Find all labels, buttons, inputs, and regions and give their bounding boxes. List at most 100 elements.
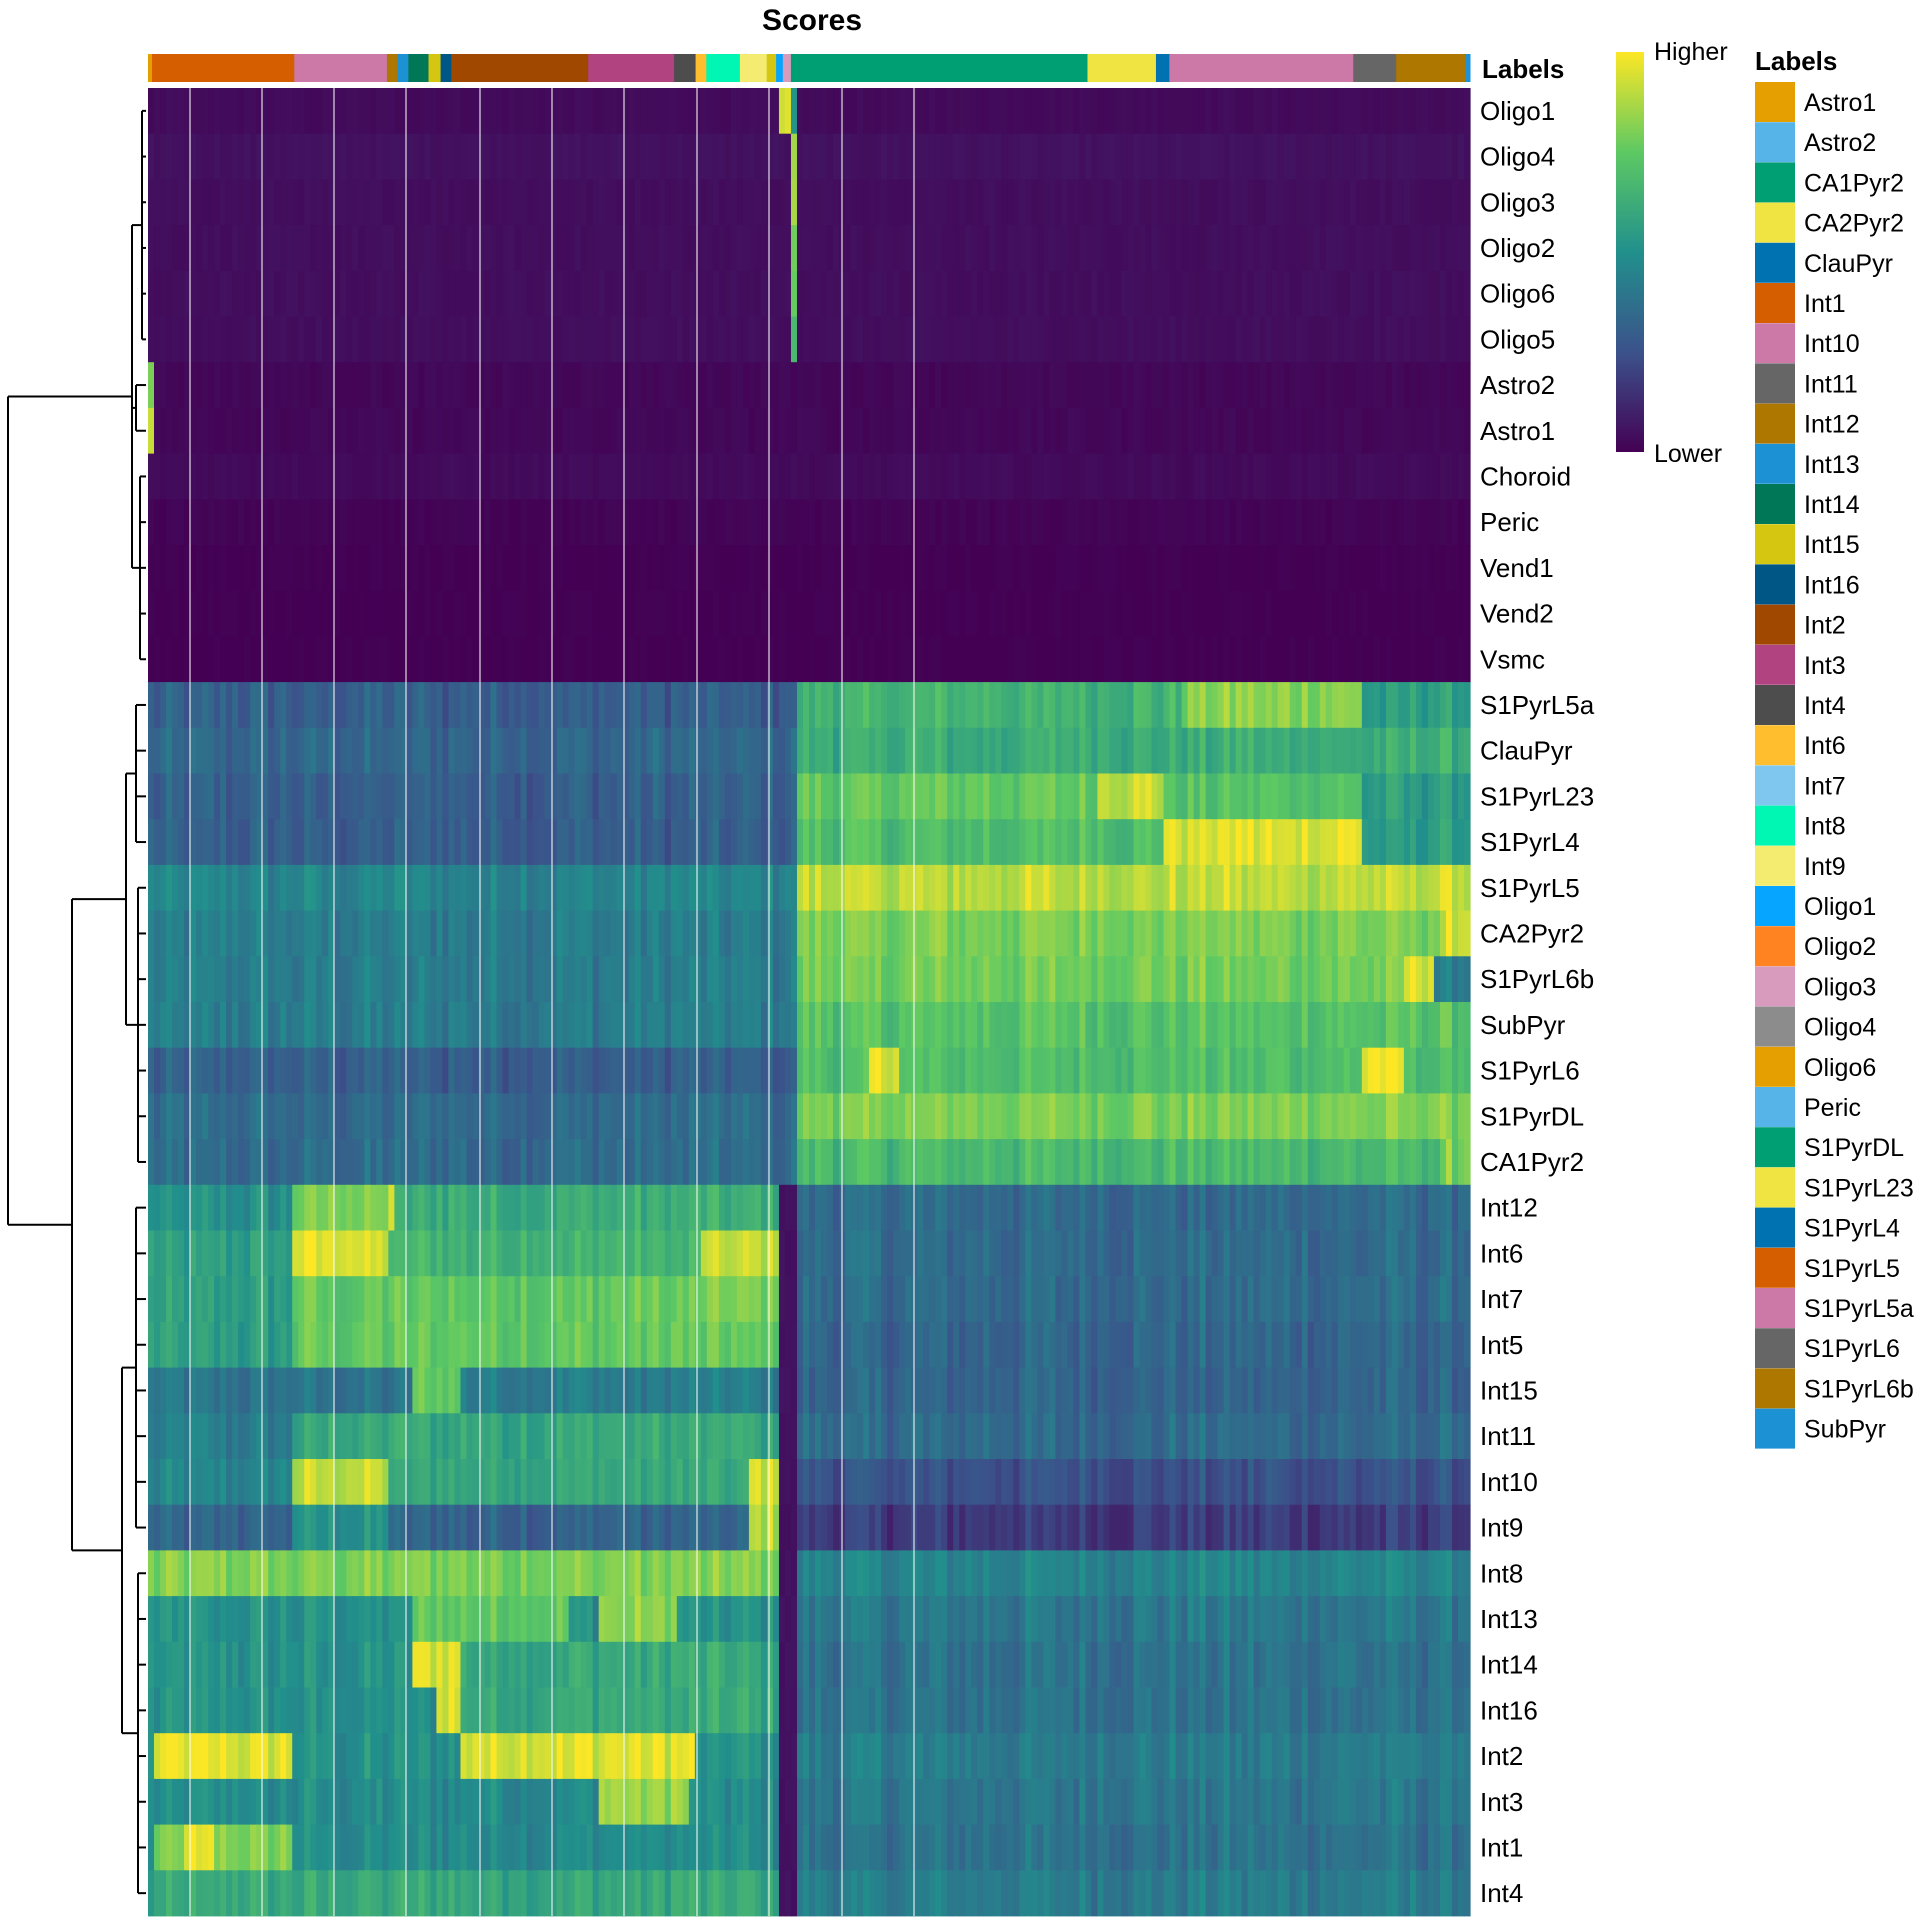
- heatmap-cell: [1337, 407, 1345, 454]
- heatmap-cell: [1169, 956, 1177, 1003]
- heatmap-cell: [238, 362, 245, 409]
- heatmap-cell: [556, 499, 564, 546]
- heatmap-cell: [1319, 773, 1327, 820]
- heatmap-cell: [544, 270, 552, 317]
- heatmap-cell: [971, 362, 978, 409]
- heatmap-cell: [1253, 590, 1261, 637]
- heatmap-cell: [514, 864, 522, 911]
- heatmap-cell: [983, 956, 990, 1003]
- heatmap-cell: [598, 133, 606, 180]
- heatmap-cell: [923, 590, 930, 637]
- heatmap-cell: [622, 590, 630, 637]
- heatmap-cell: [718, 1047, 726, 1094]
- heatmap-cell: [346, 727, 353, 774]
- heatmap-cell: [1175, 362, 1183, 409]
- heatmap-cell: [1211, 453, 1219, 500]
- heatmap-cell: [256, 1002, 263, 1049]
- heatmap-cell: [592, 636, 600, 683]
- heatmap-cell: [1289, 727, 1297, 774]
- heatmap-cell: [1427, 864, 1435, 911]
- heatmap-cell: [1175, 453, 1183, 500]
- heatmap-cell: [1307, 225, 1315, 272]
- heatmap-cell: [292, 727, 299, 774]
- heatmap-cell: [394, 499, 401, 546]
- heatmap-cell: [845, 316, 852, 363]
- heatmap-cell: [502, 1002, 510, 1049]
- heatmap-cell: [430, 88, 438, 135]
- heatmap-cell: [352, 636, 359, 683]
- heatmap-cell: [1229, 407, 1237, 454]
- heatmap-cell: [514, 179, 522, 226]
- heatmap-cell: [863, 1002, 870, 1049]
- heatmap-cell: [178, 179, 185, 226]
- heatmap-cell: [1415, 270, 1423, 317]
- heatmap-cell: [766, 956, 774, 1003]
- heatmap-cell: [1433, 773, 1441, 820]
- heatmap-cell: [1265, 407, 1273, 454]
- heatmap-cell: [166, 773, 173, 820]
- heatmap-cell: [208, 133, 215, 180]
- heatmap-cell: [250, 819, 257, 866]
- heatmap-cell: [364, 179, 371, 226]
- heatmap-cell: [238, 773, 245, 820]
- heatmap-cell: [250, 88, 257, 135]
- heatmap-cell: [1349, 225, 1357, 272]
- heatmap-cell: [160, 316, 167, 363]
- heatmap-cell: [688, 1047, 696, 1094]
- heatmap-cell: [1217, 453, 1225, 500]
- heatmap-cell: [851, 545, 858, 592]
- heatmap-cell: [1169, 1002, 1177, 1049]
- heatmap-cell: [1211, 910, 1219, 957]
- heatmap-row-oligo1: [148, 88, 1471, 135]
- heatmap-cell: [730, 727, 738, 774]
- heatmap-cell: [346, 819, 353, 866]
- heatmap-cell: [370, 499, 377, 546]
- heatmap-cell: [1151, 910, 1159, 957]
- heatmap-cell: [1295, 545, 1303, 592]
- heatmap-cell: [971, 956, 978, 1003]
- heatmap-cell: [166, 499, 173, 546]
- heatmap-cell: [712, 270, 720, 317]
- heatmap-cell: [821, 362, 828, 409]
- heatmap-cell: [833, 910, 840, 957]
- heatmap-cell: [502, 1047, 510, 1094]
- heatmap-cell: [802, 956, 810, 1003]
- heatmap-cell: [748, 819, 756, 866]
- heatmap-cell: [821, 956, 828, 1003]
- heatmap-cell: [1265, 636, 1273, 683]
- heatmap-cell: [730, 864, 738, 911]
- heatmap-cell: [1199, 545, 1207, 592]
- heatmap-cell: [394, 727, 401, 774]
- heatmap-cell: [989, 727, 996, 774]
- heatmap-cell: [821, 864, 828, 911]
- heatmap-cell: [766, 453, 774, 500]
- heatmap-cell: [640, 956, 648, 1003]
- heatmap-cell: [244, 270, 251, 317]
- heatmap-cell: [652, 910, 660, 957]
- heatmap-cell: [1307, 773, 1315, 820]
- heatmap-cell: [328, 910, 335, 957]
- heatmap-cell: [754, 545, 762, 592]
- heatmap-cell: [1061, 133, 1068, 180]
- heatmap-cell: [1397, 362, 1405, 409]
- heatmap-cell: [514, 910, 522, 957]
- heatmap-cell: [1349, 590, 1357, 637]
- heatmap-cell: [863, 407, 870, 454]
- heatmap-cell: [821, 1047, 828, 1094]
- heatmap-cell: [436, 225, 444, 272]
- heatmap-cell: [628, 590, 636, 637]
- heatmap-cell: [622, 773, 630, 820]
- heatmap-cell: [1319, 225, 1327, 272]
- heatmap-cell: [658, 499, 666, 546]
- heatmap-cell: [676, 910, 684, 957]
- heatmap-cell: [340, 179, 347, 226]
- heatmap-cell: [382, 407, 389, 454]
- heatmap-cell: [604, 1002, 612, 1049]
- heatmap-cell: [965, 727, 972, 774]
- heatmap-cell: [1367, 316, 1375, 363]
- heatmap-cell: [664, 864, 672, 911]
- heatmap-cell: [790, 270, 798, 317]
- heatmap-cell: [166, 453, 173, 500]
- heatmap-cell: [1097, 499, 1105, 546]
- heatmap-cell: [1253, 682, 1261, 729]
